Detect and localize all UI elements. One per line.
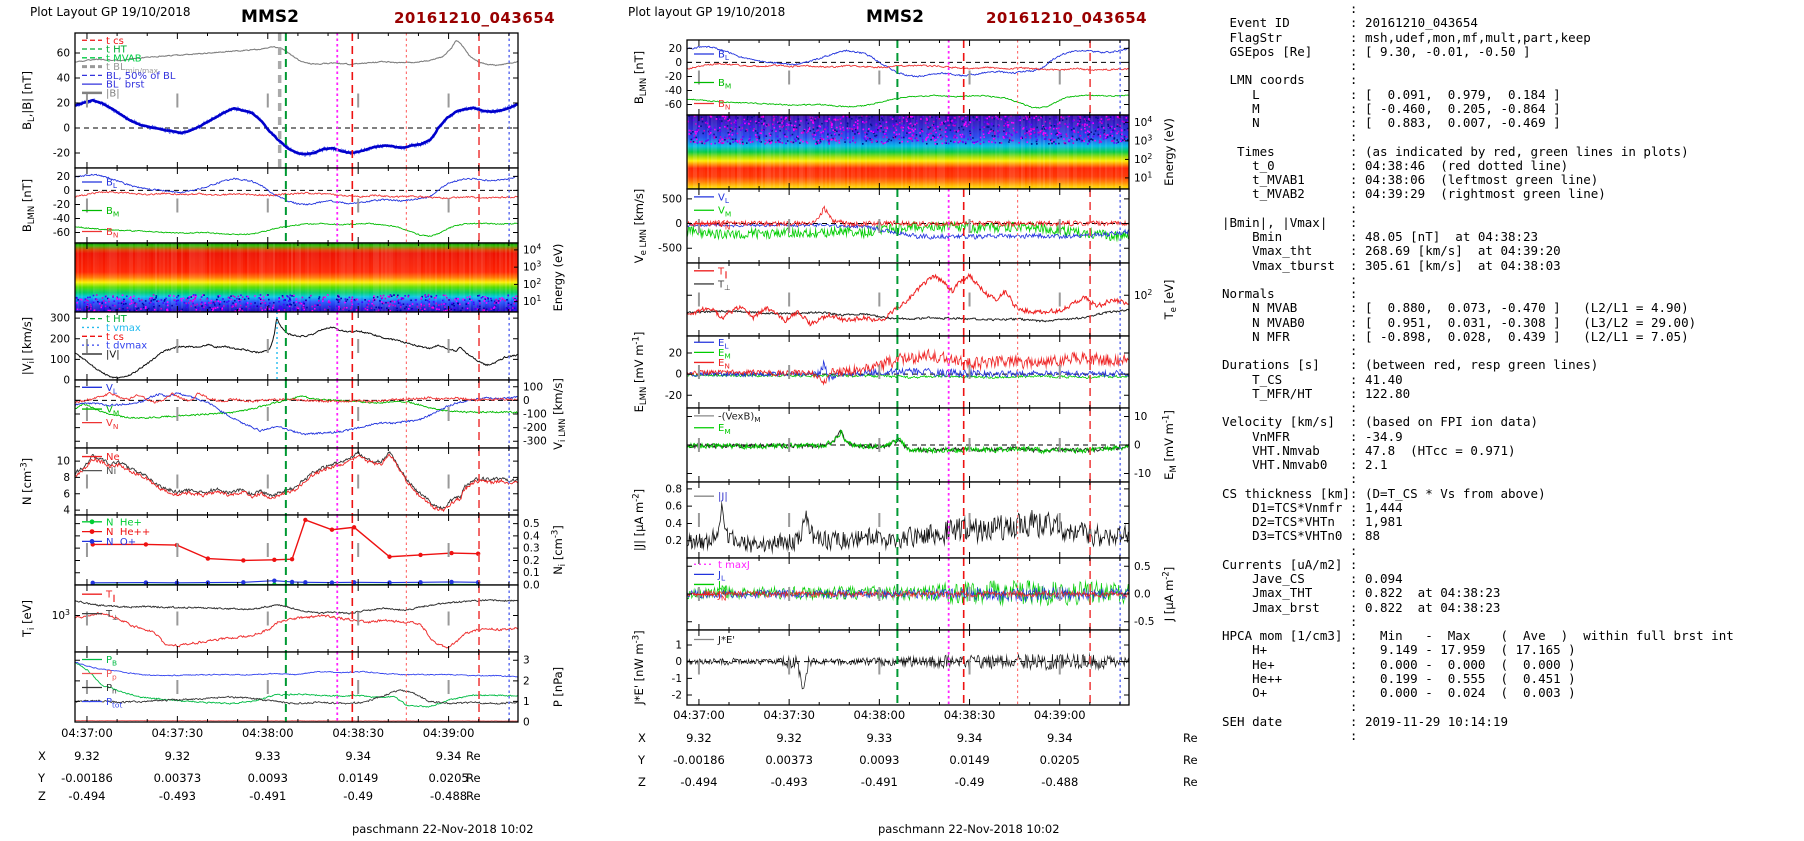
plot-layout-header: Plot layout GP 19/10/2018 — [628, 5, 786, 19]
electron-current-canvas — [620, 0, 1220, 841]
electron-current-plot: Plot layout GP 19/10/2018 MMS2 20161210_… — [620, 0, 1220, 841]
ion-overview-plot: Plot Layout GP 19/10/2018 MMS2 20161210_… — [0, 0, 620, 841]
spacecraft-title: MMS2 — [241, 7, 299, 27]
plot-layout-header: Plot Layout GP 19/10/2018 — [30, 5, 191, 19]
event-id-label: 20161210_043654 — [394, 9, 556, 27]
spacecraft-title: MMS2 — [866, 7, 924, 27]
ion-overview-canvas — [0, 0, 620, 841]
event-id-label: 20161210_043654 — [986, 9, 1148, 27]
info-panel: : Event ID : 20161210_043654 FlagStr : m… — [1222, 1, 1734, 743]
plot-footer: paschmann 22-Nov-2018 10:02 — [352, 822, 534, 836]
plot-footer: paschmann 22-Nov-2018 10:02 — [878, 822, 1060, 836]
